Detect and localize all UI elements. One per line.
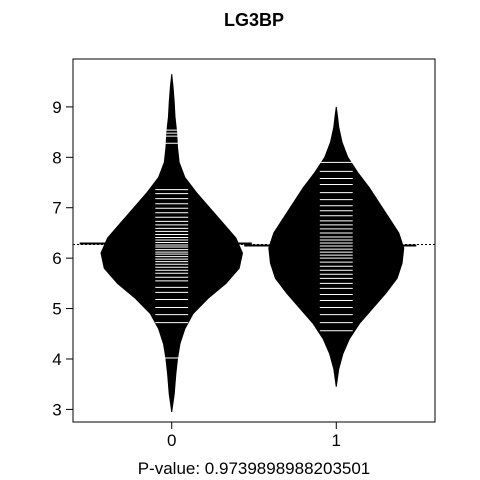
plot-frame [72,58,436,423]
x-tick-label: 0 [167,431,176,450]
beans-layer [73,74,435,412]
y-tick-label: 8 [52,148,61,167]
y-tick-label: 5 [52,300,61,319]
y-tick-label: 7 [52,199,61,218]
x-tick-label: 1 [332,431,341,450]
y-tick-label: 3 [52,400,61,419]
bean-1 [268,106,405,387]
chart-title: LG3BP [224,10,284,30]
y-tick-label: 6 [52,249,61,268]
y-tick-label: 9 [52,98,61,117]
y-tick-label: 4 [52,350,61,369]
axes-layer: 3 4 5 6 7 8 9 0 1 [52,98,341,450]
x-axis-label: P-value: 0.9739898988203501 [138,459,371,478]
